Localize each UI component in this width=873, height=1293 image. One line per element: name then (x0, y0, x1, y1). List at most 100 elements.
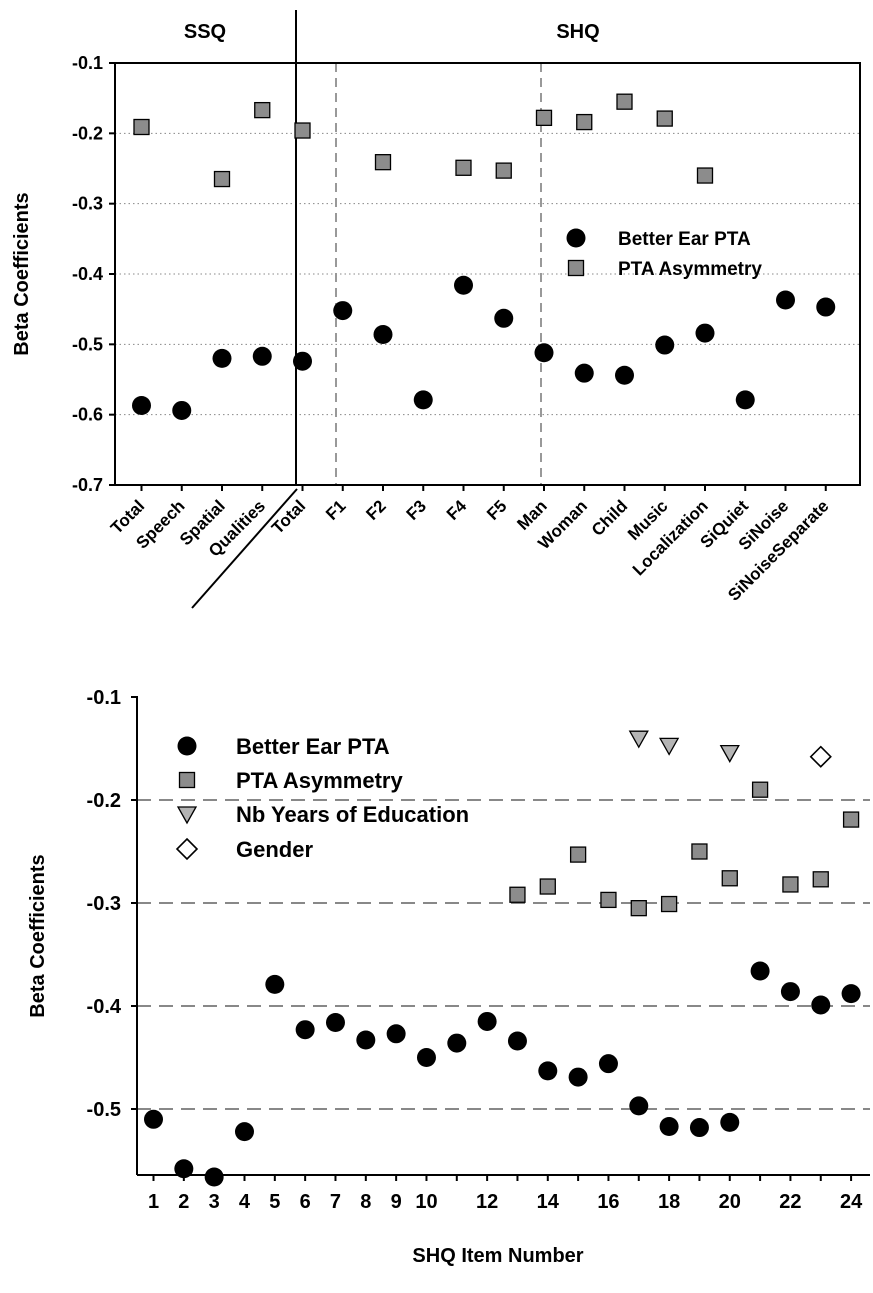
legend-marker-diamond-open (175, 837, 199, 861)
data-point-square (374, 154, 392, 171)
data-point-circle (750, 961, 770, 981)
data-point-diamond-open (809, 745, 832, 768)
data-point-circle (720, 1112, 740, 1132)
data-point-circle (507, 1031, 527, 1051)
y-tick-label: -0.5 (72, 334, 103, 354)
bottom-chart: -0.1-0.2-0.3-0.4-0.51 2 3 4 5 6 7 8 9 10 12 14 16 18 2… (27, 687, 870, 1267)
data-point-square (535, 109, 553, 127)
x-category-label: F3 (403, 496, 430, 523)
x-category-label: F2 (362, 496, 389, 523)
data-point-circle (447, 1033, 467, 1053)
data-point-square (509, 886, 526, 903)
legend-label: PTA Asymmetry (236, 768, 403, 793)
data-point-circle (454, 275, 473, 295)
data-point-square (751, 781, 769, 798)
data-point-square (455, 159, 472, 176)
data-point-circle (841, 984, 861, 1004)
data-point-circle (816, 297, 836, 317)
data-point-square (569, 846, 587, 863)
x-tick-label: 12 (476, 1191, 498, 1213)
data-point-circle (234, 1122, 254, 1142)
data-point-circle (386, 1024, 406, 1044)
x-category-label: F4 (443, 496, 471, 524)
y-tick-label: -0.3 (87, 893, 121, 915)
data-point-circle (615, 365, 634, 385)
y-tick-label: -0.7 (72, 475, 103, 495)
data-point-square (691, 843, 708, 860)
data-point-circle (655, 335, 675, 355)
data-point-circle (776, 290, 795, 310)
data-point-circle (325, 1012, 345, 1032)
data-point-square (660, 895, 678, 913)
data-point-square (294, 122, 311, 139)
data-point-circle (373, 324, 393, 344)
top-chart: SSQ SHQ -0.1 -0.2 -0.3 -0.4 -0.5 -0.6 -0.7 Beta C… (11, 10, 861, 609)
data-point-circle (416, 1048, 436, 1067)
data-point-circle (212, 348, 232, 368)
legend-label: PTA Asymmetry (618, 259, 762, 280)
x-category-label: F5 (483, 496, 510, 523)
data-point-square (213, 170, 231, 188)
ssq-label-slash (191, 488, 298, 609)
data-point-circle (598, 1054, 618, 1074)
legend-marker-triangle-down (176, 806, 198, 825)
data-point-square (721, 870, 738, 887)
legend-label: Better Ear PTA (618, 229, 751, 250)
x-tick-label: 20 (719, 1191, 741, 1213)
data-point-circle (252, 346, 272, 366)
data-point-circle (811, 995, 831, 1015)
data-point-circle (780, 982, 800, 1002)
x-category-label: Child (588, 496, 631, 539)
legend-marker-circle (177, 736, 197, 756)
x-tick-label: 14 (537, 1191, 560, 1213)
x-tick-label: 7 (330, 1191, 341, 1213)
data-point-square (539, 878, 556, 895)
group-header-ssq: SSQ (184, 21, 226, 43)
x-tick-label: 3 (209, 1191, 220, 1213)
data-point-circle (659, 1117, 679, 1137)
x-category-label: F1 (322, 496, 349, 523)
data-point-circle (144, 1109, 163, 1129)
x-tick-label: 4 (239, 1191, 251, 1213)
data-point-circle (333, 301, 353, 321)
data-point-square (616, 93, 633, 110)
x-tick-label: 18 (658, 1191, 680, 1213)
x-tick-label: 1 (148, 1191, 159, 1213)
x-tick-label: 5 (269, 1191, 280, 1213)
x-tick-label: 24 (840, 1191, 863, 1213)
y-tick-label: -0.1 (87, 687, 121, 709)
data-point-square (696, 167, 714, 184)
data-point-circle (568, 1067, 588, 1087)
data-point-triangle-down (658, 737, 680, 756)
data-point-circle (295, 1020, 315, 1040)
data-point-circle (574, 363, 594, 383)
data-point-triangle-down (719, 744, 740, 763)
data-point-circle (629, 1096, 649, 1116)
data-point-circle (293, 351, 312, 371)
data-point-circle (172, 400, 192, 420)
y-tick-label: -0.3 (72, 194, 103, 214)
x-tick-label: 16 (597, 1191, 619, 1213)
y-axis-label: Beta Coefficients (11, 192, 33, 355)
x-tick-label: 22 (779, 1191, 801, 1213)
y-tick-label: -0.6 (72, 405, 103, 425)
data-point-circle (695, 323, 715, 343)
data-point-square (630, 900, 647, 917)
data-point-square (600, 891, 617, 909)
legend-marker-square (567, 259, 585, 277)
data-point-circle (735, 390, 755, 410)
y-tick-label: -0.4 (87, 996, 122, 1018)
data-point-circle (477, 1011, 497, 1031)
data-point-circle (494, 308, 514, 328)
x-tick-label: 10 (415, 1191, 437, 1213)
data-point-square (495, 162, 512, 179)
legend-marker-circle (566, 228, 586, 248)
data-point-circle (265, 974, 285, 994)
legend-label: Gender (236, 837, 313, 862)
legend-marker-square (178, 771, 196, 789)
legend-label: Better Ear PTA (236, 734, 390, 759)
data-point-square (812, 871, 829, 888)
y-tick-label: -0.4 (72, 264, 103, 284)
data-point-circle (204, 1167, 224, 1187)
